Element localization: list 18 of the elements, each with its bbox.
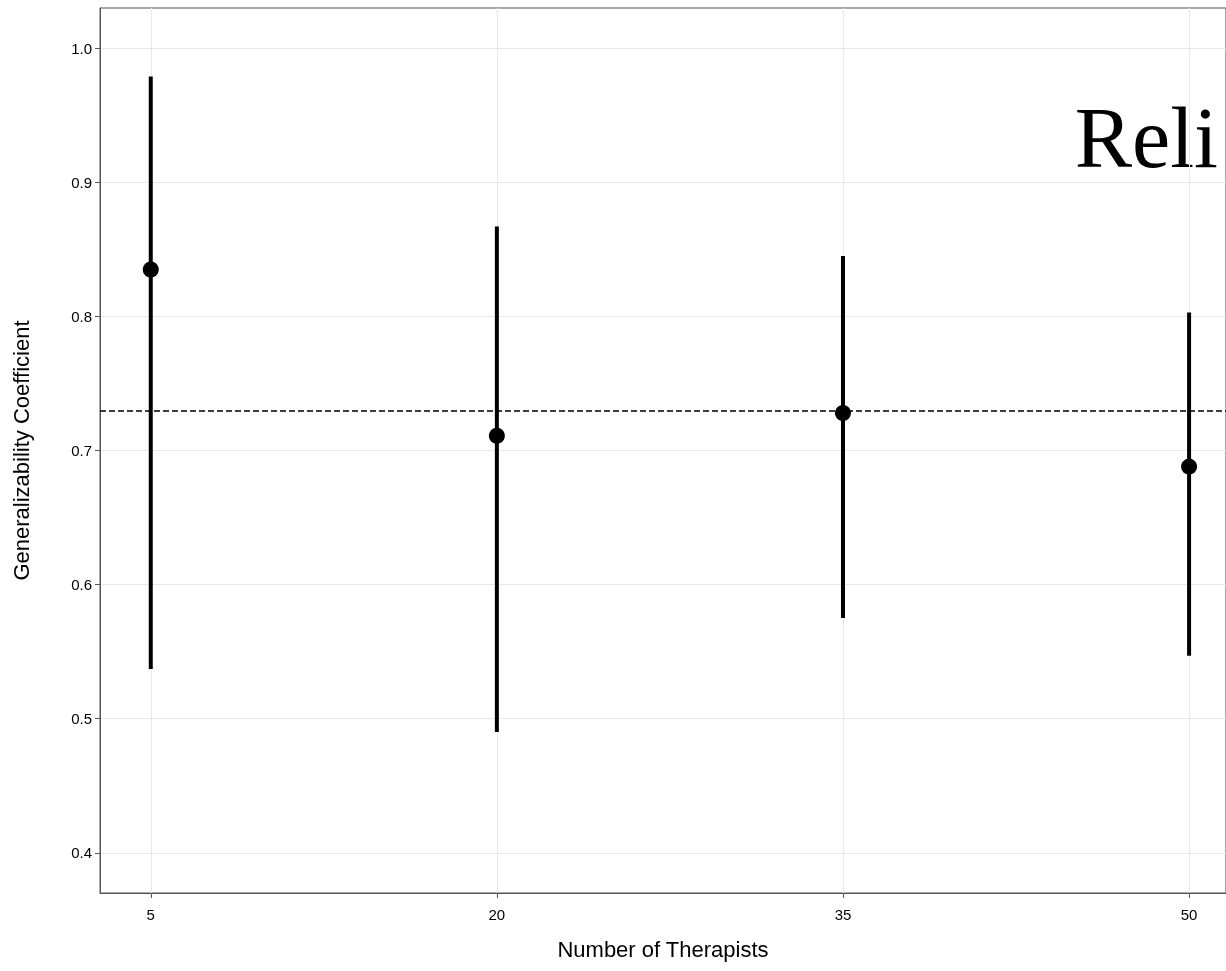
y-tick-label: 0.7: [71, 442, 92, 459]
x-axis-title: Number of Therapists: [557, 936, 769, 962]
y-tick-label: 0.6: [71, 576, 92, 594]
x-tick-label: 5: [146, 906, 155, 923]
point: [1181, 458, 1198, 475]
x-tick-label: 50: [1180, 906, 1198, 923]
point: [142, 261, 159, 278]
y-tick-label: 0.5: [71, 710, 92, 728]
y-axis-title: Generalizability Coefficient: [8, 320, 34, 581]
point: [834, 404, 851, 421]
x-tick-label: 35: [834, 906, 852, 923]
y-tick-label: 1.0: [71, 39, 92, 57]
annotation: Reli: [1074, 90, 1219, 186]
y-tick-label: 0.4: [71, 844, 92, 862]
x-tick-label: 20: [488, 906, 506, 923]
y-tick-label: 0.8: [71, 307, 92, 325]
point: [488, 427, 505, 444]
y-tick-label: 0.9: [71, 173, 92, 191]
